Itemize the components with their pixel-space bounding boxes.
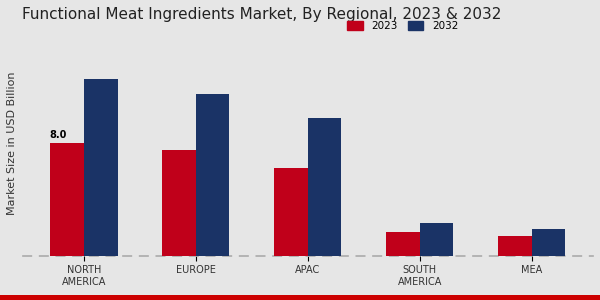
- Legend: 2023, 2032: 2023, 2032: [343, 17, 463, 35]
- Bar: [274, 168, 308, 256]
- Bar: [419, 223, 453, 256]
- Bar: [386, 232, 419, 256]
- Text: Functional Meat Ingredients Market, By Regional, 2023 & 2032: Functional Meat Ingredients Market, By R…: [23, 7, 502, 22]
- Bar: [84, 80, 118, 256]
- Bar: [50, 143, 84, 256]
- Bar: [196, 94, 229, 256]
- Bar: [308, 118, 341, 256]
- Bar: [532, 229, 565, 256]
- Bar: [498, 236, 532, 256]
- Text: 8.0: 8.0: [50, 130, 67, 140]
- Bar: [163, 150, 196, 256]
- Y-axis label: Market Size in USD Billion: Market Size in USD Billion: [7, 71, 17, 214]
